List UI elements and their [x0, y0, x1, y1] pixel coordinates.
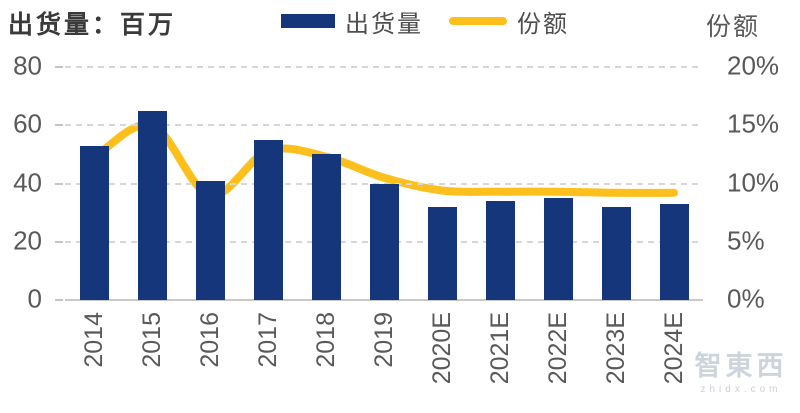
y-axis-left-label: 20 — [13, 225, 42, 256]
y-axis-left-label: 40 — [13, 166, 42, 197]
x-axis-label-2018: 2018 — [312, 312, 340, 368]
x-axis-label-2024E: 2024E — [660, 312, 688, 385]
bar-2018 — [311, 154, 341, 300]
x-axis-label-2023E: 2023E — [602, 312, 630, 385]
plot-area — [55, 66, 703, 301]
gridline — [65, 66, 703, 68]
x-axis-label-2020E: 2020E — [428, 312, 456, 385]
bar-2016 — [195, 180, 225, 300]
gridline — [65, 124, 703, 127]
y-axis-right-label: 0% — [727, 283, 765, 314]
x-axis-label-2022E: 2022E — [544, 312, 572, 385]
x-axis-label-2021E: 2021E — [486, 312, 514, 385]
y-axis-right-label: 20% — [727, 50, 780, 81]
right-axis-title: 份额 — [706, 13, 761, 41]
left-axis-title: 出货量：百万 — [8, 11, 177, 39]
watermark-logo-text: 智東西 — [694, 351, 788, 381]
bar-2022E — [543, 198, 573, 300]
bar-2021E — [485, 200, 515, 300]
bar-2019 — [369, 183, 399, 300]
legend: 出货量 份额 — [281, 4, 569, 38]
share-line-path — [90, 120, 678, 200]
bar-2014 — [79, 145, 109, 300]
y-axis-tick — [55, 240, 63, 243]
legend-bar-label: 出货量 — [345, 10, 423, 38]
bar-2024E — [659, 203, 689, 300]
y-axis-right-label: 10% — [727, 166, 780, 197]
x-axis-label-2016: 2016 — [196, 312, 224, 368]
y-axis-right-label: 5% — [727, 225, 765, 256]
watermark-url-text: zhidx.com — [700, 384, 782, 395]
legend-bar-swatch-icon — [281, 14, 335, 28]
x-axis-line — [65, 299, 703, 301]
y-axis-left-label: 0 — [27, 283, 42, 314]
y-axis-right-label: 15% — [727, 108, 780, 139]
y-axis-tick — [55, 124, 63, 127]
y-axis-left-label: 60 — [13, 108, 42, 139]
watermark: 智東西 zhidx.com — [686, 344, 796, 395]
bar-2017 — [253, 139, 283, 300]
x-axis-label-2019: 2019 — [370, 312, 398, 368]
legend-line-swatch-icon — [449, 17, 507, 25]
bar-2020E — [427, 206, 457, 300]
x-axis-label-2017: 2017 — [254, 312, 282, 368]
y-axis-left-label: 80 — [13, 50, 42, 81]
bar-2015 — [137, 110, 167, 300]
legend-line-label: 份额 — [517, 10, 569, 38]
bar-2023E — [601, 206, 631, 300]
y-axis-tick — [55, 182, 63, 185]
y-axis-tick — [55, 66, 63, 68]
y-axis-tick — [55, 299, 63, 301]
x-axis-label-2015: 2015 — [138, 312, 166, 368]
x-axis-label-2014: 2014 — [80, 312, 108, 368]
share-line-series — [90, 120, 678, 200]
